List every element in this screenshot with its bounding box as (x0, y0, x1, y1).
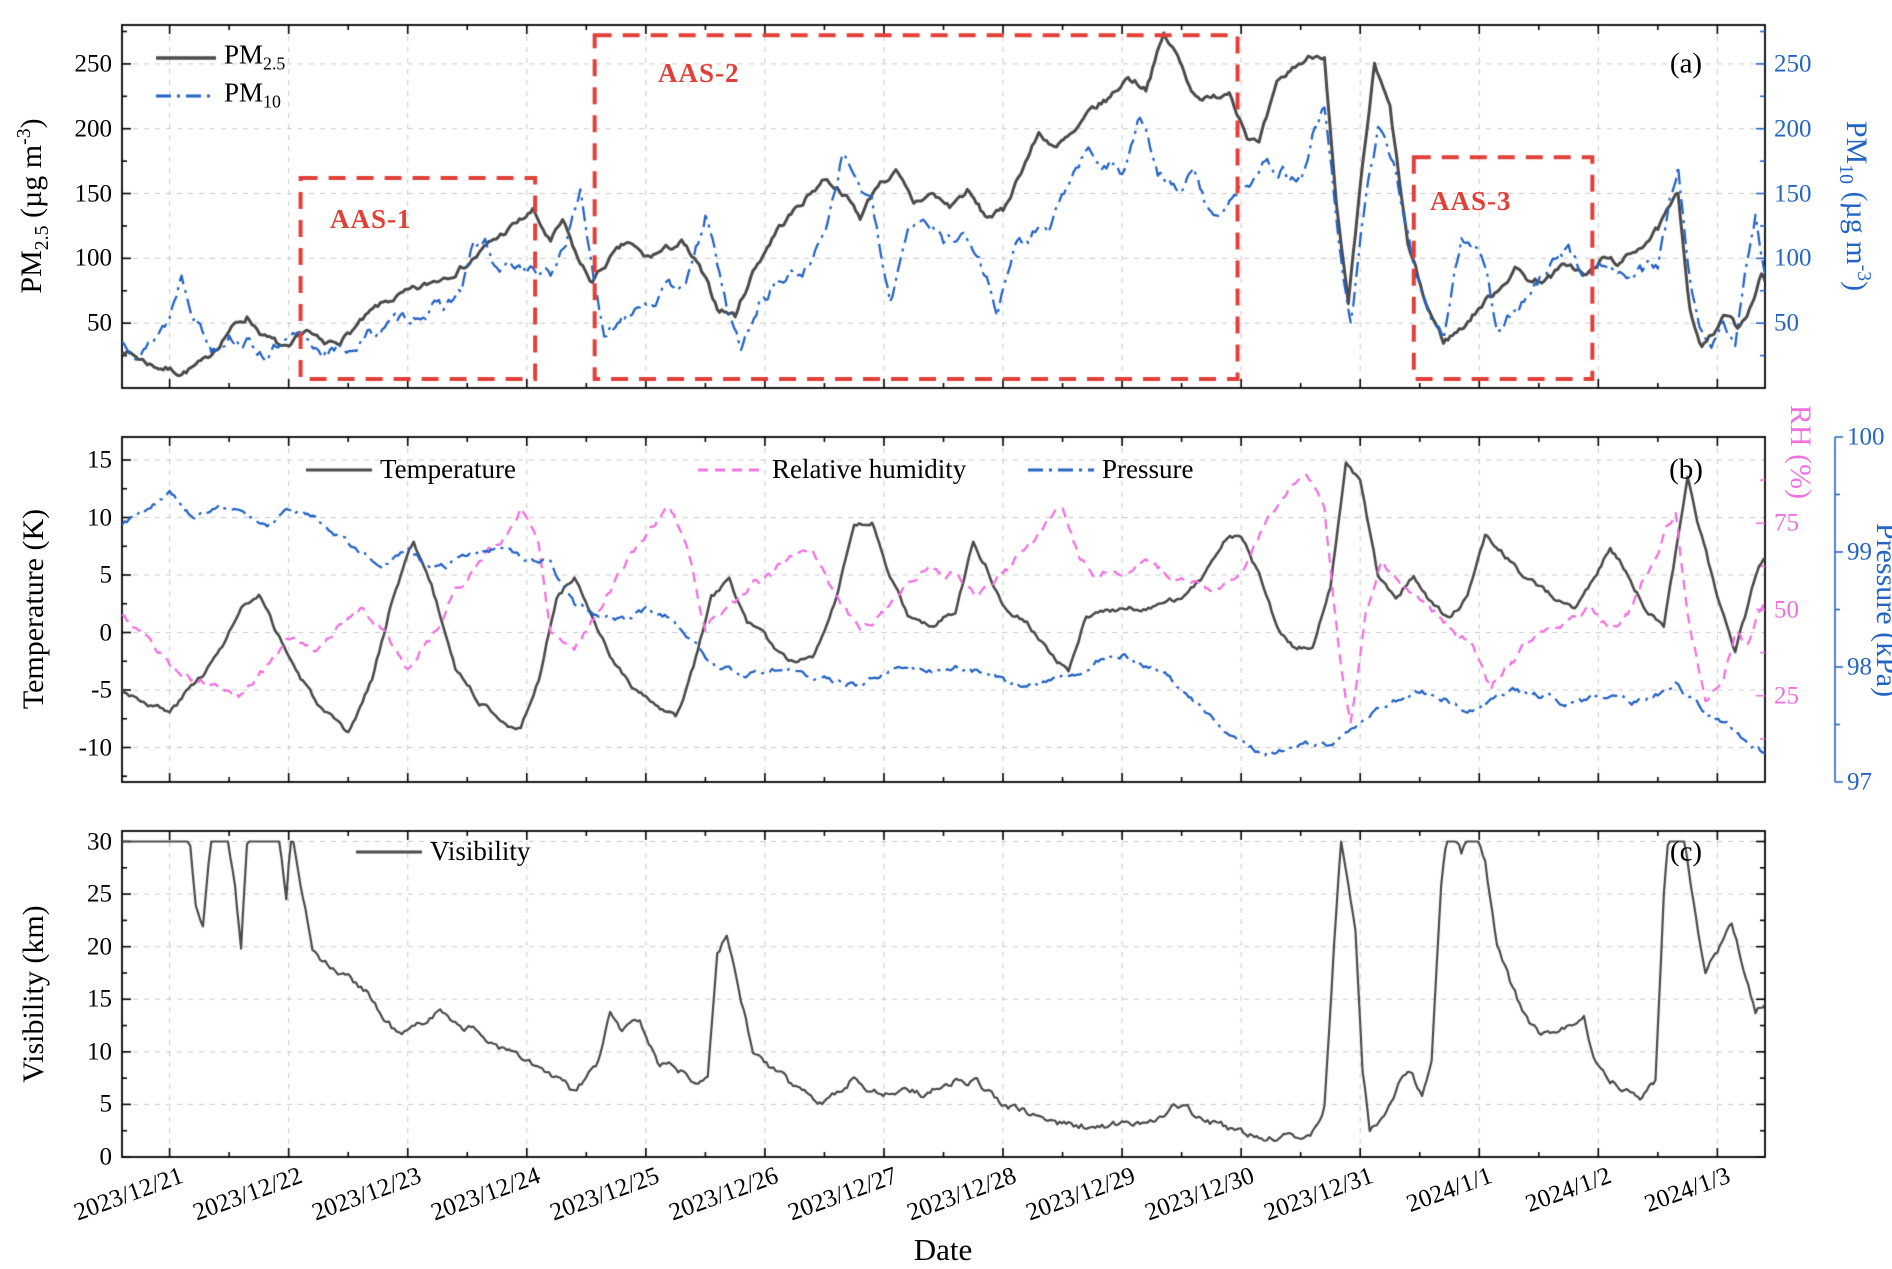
pm10-y-tick-label: 150 (1774, 180, 1812, 208)
pm25-title-close: ) (15, 118, 49, 129)
pressure-y-tick-label: 98 (1847, 653, 1872, 681)
visibility-y-tick-label: 5 (99, 1090, 113, 1118)
panel-c-label: (c) (1669, 835, 1703, 868)
legend-pm25-sub: 2.5 (263, 53, 286, 74)
pm10-title-unit: (µg m (1839, 184, 1873, 265)
pm10-axis-title: PM10 (µg m-3) (1834, 120, 1875, 292)
visibility-y-tick-label: 10 (87, 1038, 112, 1066)
rh-y-tick-label: 75 (1774, 509, 1799, 537)
legend-visibility-label: Visibility (430, 835, 531, 866)
rh-axis-title: RH (%) (1784, 404, 1817, 500)
legend-humidity-label: Relative humidity (772, 453, 967, 484)
legend-pm25-label: PM2.5 (224, 41, 285, 73)
pm25-axis-title: PM2.5 (µg m-3) (13, 118, 54, 294)
temperature-y-tick-label: -10 (78, 734, 112, 761)
pm25-y-tick-label: 150 (74, 180, 113, 208)
pressure-y-tick-label: 97 (1847, 768, 1872, 796)
pm25-y-tick-label: 250 (74, 50, 113, 78)
legend-pm10-sub: 10 (263, 91, 281, 112)
pm25-title-sub: 2.5 (31, 225, 54, 251)
panel-b-label: (b) (1669, 453, 1703, 486)
pm10-y-tick-label: 100 (1774, 244, 1812, 272)
temperature-y-tick-label: 15 (87, 446, 112, 474)
visibility-y-tick-label: 0 (99, 1143, 113, 1171)
pressure-y-tick-label: 99 (1847, 538, 1872, 566)
rh-y-tick-label: 25 (1774, 682, 1799, 710)
visibility-y-tick-label: 20 (87, 933, 112, 961)
pm10-title-main: PM (1839, 120, 1873, 165)
pm25-title-unit: (µg m (15, 144, 49, 226)
pm10-y-tick-label: 50 (1774, 309, 1799, 337)
visibility-y-tick-label: 25 (87, 880, 112, 908)
pm10-y-tick-label: 250 (1774, 50, 1812, 78)
pm10-y-tick-label: 200 (1774, 115, 1812, 143)
aas2-label: AAS-2 (658, 58, 740, 88)
pm25-y-tick-label: 100 (74, 244, 113, 272)
pm10-title-sup: -3 (1852, 264, 1875, 282)
panel-a-label: (a) (1669, 47, 1703, 80)
aas3-label: AAS-3 (1430, 186, 1512, 216)
legend-temperature-label: Temperature (380, 453, 517, 484)
x-axis-title: Date (913, 1232, 973, 1267)
temperature-y-tick-label: 10 (87, 504, 112, 531)
visibility-axis-title: Visibility (km) (17, 905, 50, 1083)
pm25-title-sup: -3 (13, 128, 36, 145)
pm10-title-sub: 10 (1834, 164, 1857, 185)
aas1-label: AAS-1 (330, 204, 412, 234)
temperature-y-tick-label: 0 (99, 619, 113, 646)
legend-pm25-main: PM (224, 39, 264, 70)
rh-y-tick-label: 50 (1774, 596, 1799, 623)
legend-pm10-label: PM10 (224, 79, 281, 111)
pressure-axis-title: Pressure (kPa) (1870, 522, 1892, 698)
visibility-y-tick-label: 30 (87, 828, 112, 856)
pm10-title-close: ) (1839, 281, 1873, 292)
temperature-y-tick-label: -5 (91, 676, 112, 704)
legend-pressure-label: Pressure (1102, 453, 1194, 484)
pm25-y-tick-label: 50 (87, 309, 112, 337)
pm25-title-main: PM (15, 250, 49, 294)
temperature-y-tick-label: 5 (99, 561, 113, 589)
temperature-axis-title: Temperature (K) (17, 508, 50, 710)
pm25-y-tick-label: 200 (74, 115, 113, 143)
legend-pm10-main: PM (224, 77, 264, 108)
pressure-y-tick-label: 100 (1847, 423, 1885, 451)
visibility-y-tick-label: 15 (87, 985, 112, 1013)
